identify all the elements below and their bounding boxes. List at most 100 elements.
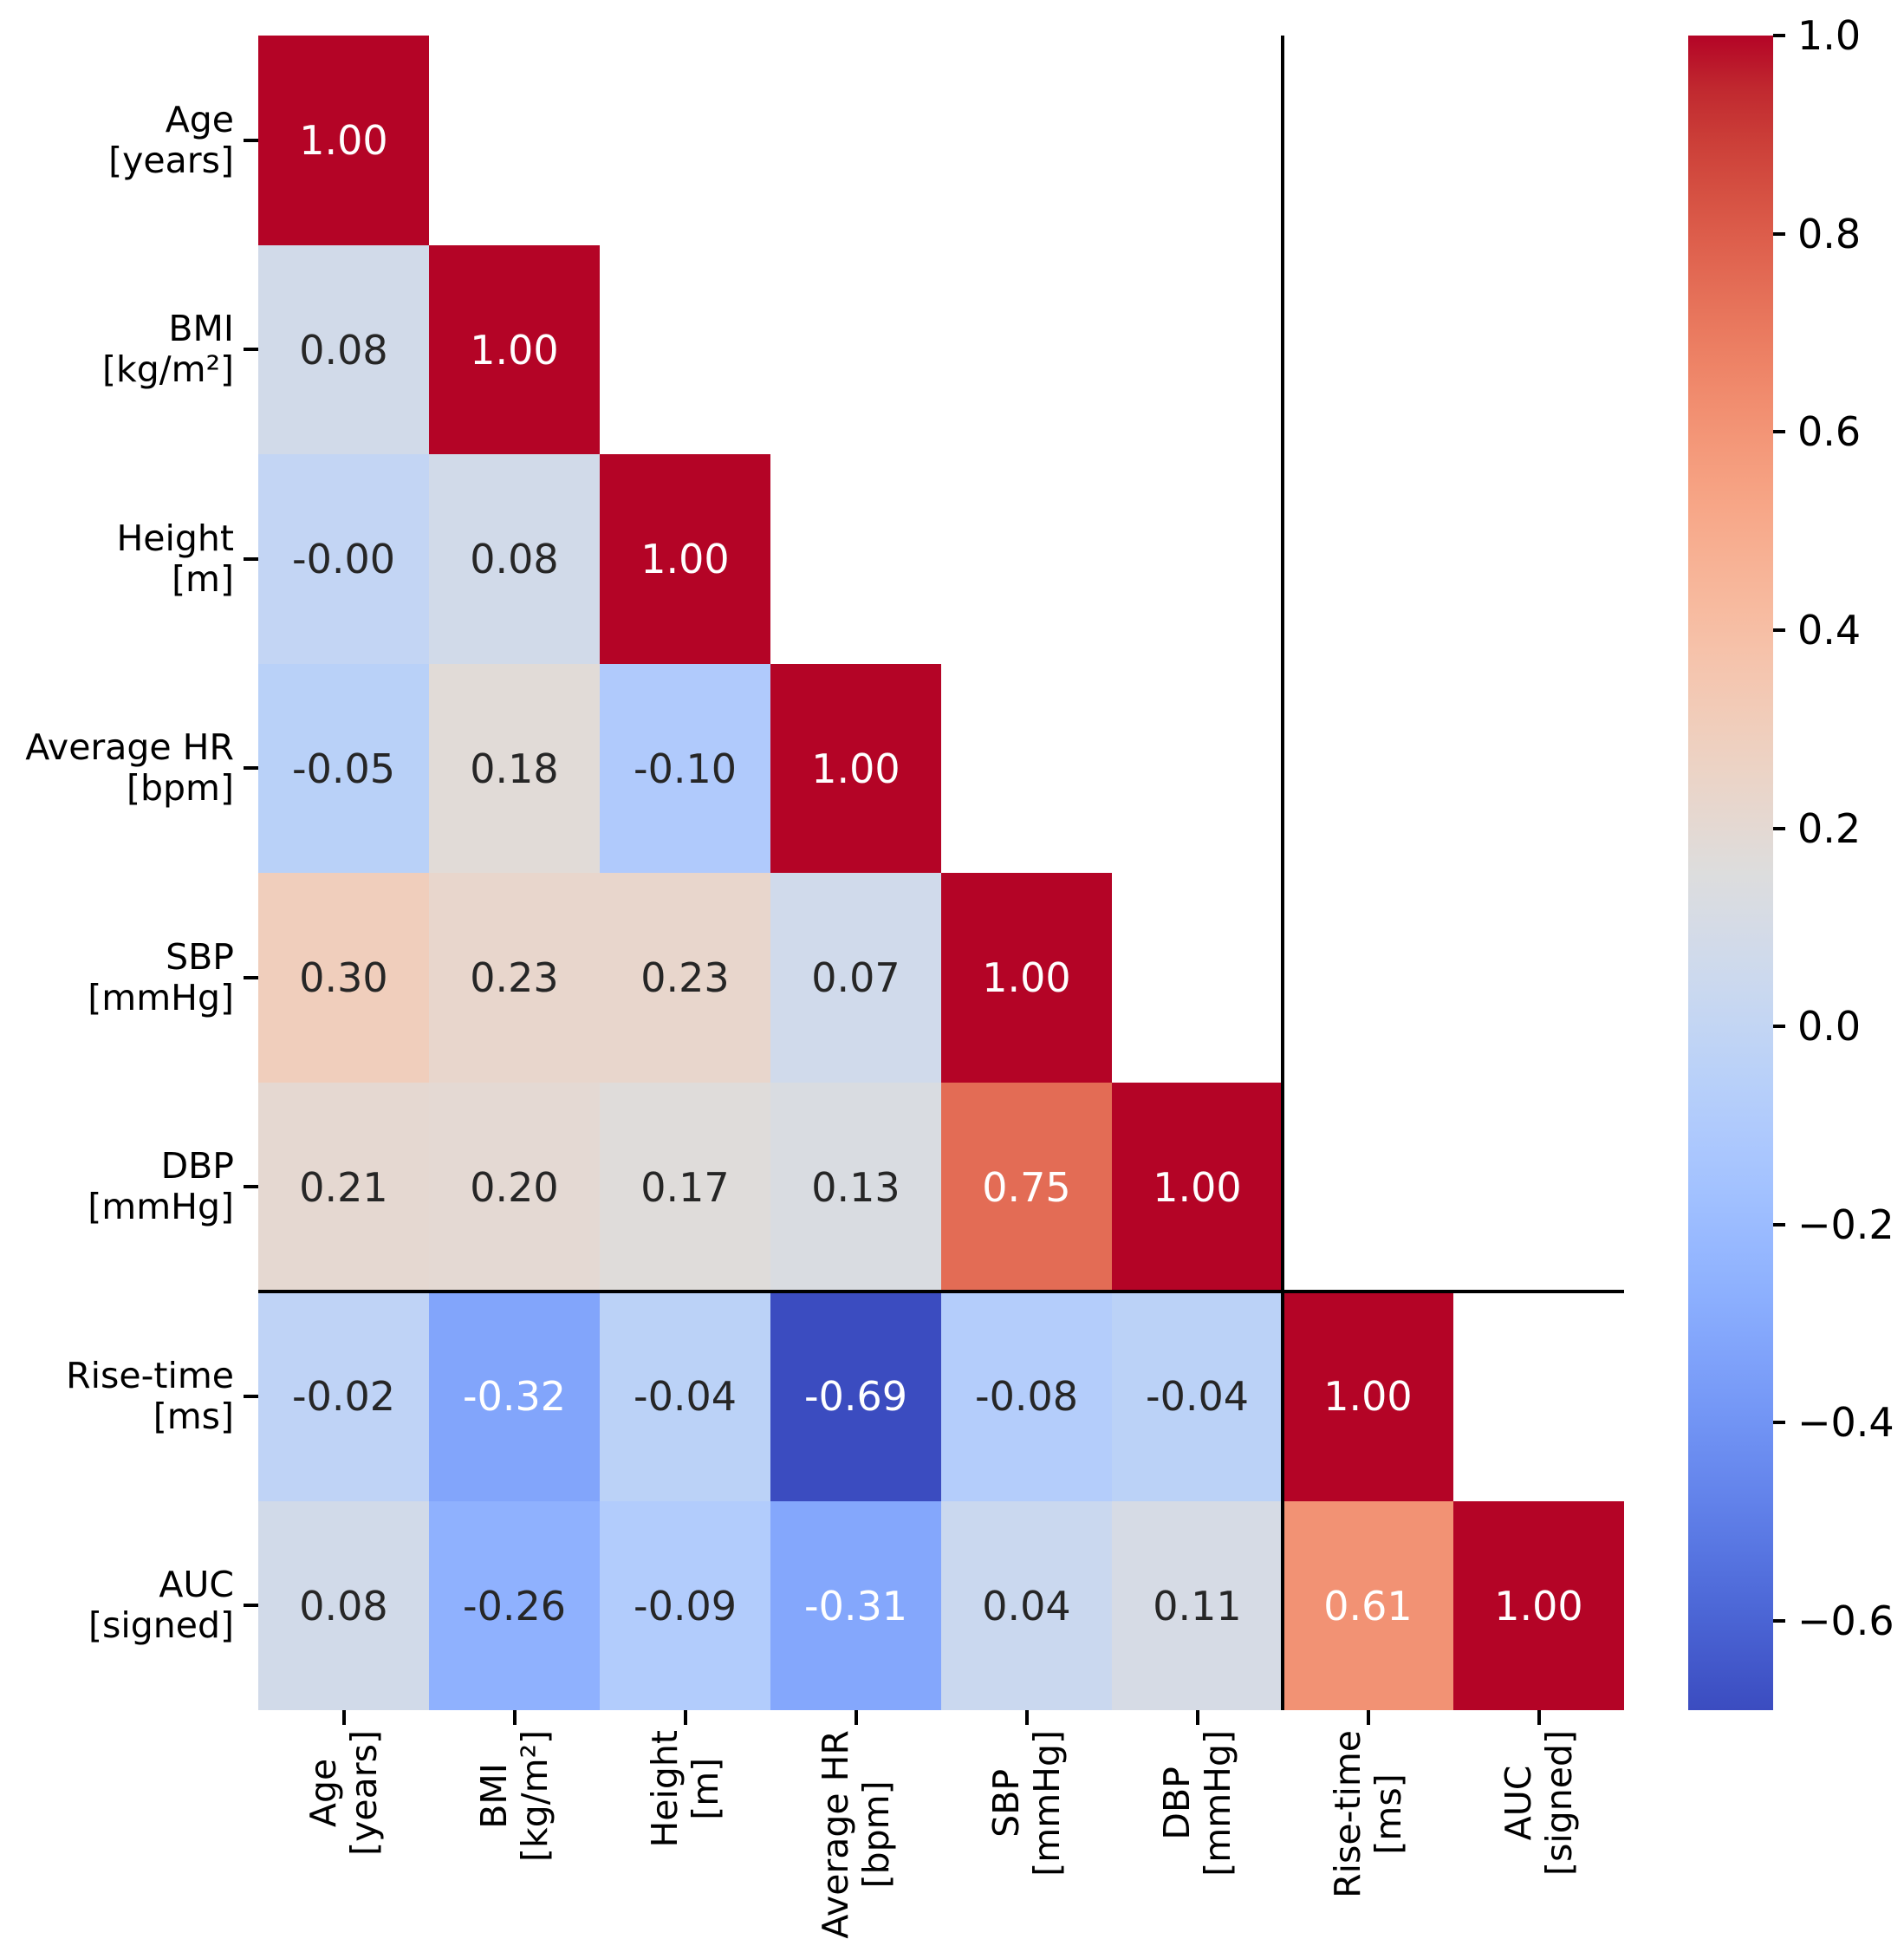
colorbar-tick-label: −0.2 (1797, 1200, 1894, 1248)
cell-value: 0.21 (299, 1163, 388, 1211)
heatmap-cell: -0.02 (258, 1292, 429, 1501)
cell-value: 1.00 (299, 117, 388, 164)
colorbar-tick-label: 0.6 (1797, 408, 1862, 456)
heatmap-cell: -0.05 (258, 664, 429, 873)
y-tick-mark (244, 766, 258, 771)
heatmap-cell: 1.00 (770, 664, 941, 873)
colorbar-tick-mark (1773, 628, 1785, 632)
x-tick-label: Height [m] (643, 1730, 726, 1848)
cell-value: 0.08 (299, 1582, 388, 1630)
y-tick-mark (244, 1604, 258, 1608)
cell-value: -0.04 (1145, 1373, 1250, 1420)
heatmap-cell: 0.30 (258, 873, 429, 1083)
heatmap-cell: 1.00 (941, 873, 1112, 1083)
heatmap-cell: 0.11 (1112, 1501, 1283, 1710)
colorbar-tick-mark (1773, 1222, 1785, 1227)
cell-value: 0.30 (299, 954, 388, 1001)
colorbar-tick-label: 1.0 (1797, 12, 1862, 59)
cell-value: -0.08 (974, 1373, 1079, 1420)
y-tick-label: Height [m] (116, 517, 234, 600)
cell-value: -0.09 (633, 1582, 738, 1630)
x-tick-label: Age [years] (302, 1730, 385, 1856)
colorbar-tick-mark (1773, 1421, 1785, 1425)
x-tick-label: AUC [signed] (1497, 1730, 1580, 1877)
colorbar-tick-mark (1773, 1025, 1785, 1029)
y-tick-label: Age [years] (108, 98, 234, 181)
y-tick-mark (244, 556, 258, 561)
colorbar-tick-label: 0.4 (1797, 606, 1862, 654)
heatmap-cell: 1.00 (1283, 1292, 1453, 1501)
heatmap-plot-area: 1.00 0.08 1.00 -0.00 0.08 1.00 -0.05 0.18 -0.10 1… (258, 36, 1624, 1710)
cell-value: -0.00 (291, 536, 396, 582)
y-tick-label: Average HR [bpm] (25, 726, 234, 810)
colorbar-tick-mark (1773, 430, 1785, 434)
cell-value: 0.13 (811, 1163, 900, 1211)
x-tick-mark (683, 1710, 687, 1725)
cell-value: 0.17 (640, 1163, 730, 1211)
heatmap-cell: 0.18 (429, 664, 600, 873)
cell-value: -0.26 (462, 1582, 567, 1630)
y-tick-mark (244, 138, 258, 142)
heatmap-cell: -0.08 (941, 1292, 1112, 1501)
colorbar-gradient (1688, 36, 1773, 1710)
cell-value: -0.32 (462, 1373, 567, 1420)
y-tick-mark (244, 975, 258, 979)
x-tick-mark (512, 1710, 517, 1725)
y-tick-label: BMI [kg/m²] (102, 308, 234, 391)
colorbar-tick-mark (1773, 826, 1785, 830)
colorbar-tick-label: −0.4 (1797, 1399, 1894, 1447)
heatmap-cell: 0.61 (1283, 1501, 1453, 1710)
y-tick-mark (244, 1185, 258, 1189)
heatmap-cell: 0.04 (941, 1501, 1112, 1710)
colorbar-tick-label: −0.6 (1797, 1597, 1894, 1645)
heatmap-cell: -0.10 (600, 664, 770, 873)
cell-value: 0.20 (470, 1163, 559, 1211)
heatmap-cell: -0.32 (429, 1292, 600, 1501)
heatmap-cell: 0.08 (258, 245, 429, 454)
heatmap-cell: 0.07 (770, 873, 941, 1083)
heatmap-cell: 0.17 (600, 1083, 770, 1292)
heatmap-cell: 1.00 (1453, 1501, 1624, 1710)
cell-value: 0.08 (299, 326, 388, 374)
cell-value: 0.04 (982, 1582, 1071, 1630)
heatmap-cell: 0.08 (258, 1501, 429, 1710)
heatmap-cell: -0.26 (429, 1501, 600, 1710)
heatmap-cell: -0.31 (770, 1501, 941, 1710)
heatmap-cell: 0.13 (770, 1083, 941, 1292)
heatmap-cell: 1.00 (429, 245, 600, 454)
cell-value: 0.18 (470, 745, 559, 792)
cell-value: 0.75 (982, 1163, 1071, 1211)
group-separator-vertical-line (1281, 36, 1284, 1710)
heatmap-cell: 1.00 (600, 454, 770, 664)
colorbar-tick-mark (1773, 231, 1785, 236)
x-tick-mark (341, 1710, 346, 1725)
cell-value: 1.00 (1494, 1582, 1583, 1630)
heatmap-cell: 0.21 (258, 1083, 429, 1292)
x-tick-mark (1024, 1710, 1029, 1725)
cell-value: 1.00 (640, 536, 730, 582)
cell-value: -0.04 (633, 1373, 738, 1420)
heatmap-cell: 0.23 (429, 873, 600, 1083)
heatmap-cell: -0.04 (600, 1292, 770, 1501)
colorbar-tick-label: 0.8 (1797, 210, 1862, 257)
cell-value: 1.00 (1323, 1373, 1413, 1420)
cell-value: 1.00 (982, 954, 1071, 1001)
group-separator-horizontal-line (258, 1290, 1624, 1293)
cell-value: 1.00 (470, 326, 559, 374)
cell-value: -0.02 (291, 1373, 396, 1420)
heatmap-cell: 0.23 (600, 873, 770, 1083)
cell-value: 0.08 (470, 536, 559, 582)
x-tick-mark (1195, 1710, 1199, 1725)
cell-value: 1.00 (811, 745, 900, 792)
y-tick-mark (244, 1394, 258, 1398)
cell-value: -0.69 (803, 1373, 908, 1420)
cell-value: 0.23 (470, 954, 559, 1001)
heatmap-cell: 0.20 (429, 1083, 600, 1292)
y-tick-label: Rise-time [ms] (66, 1354, 234, 1437)
heatmap-cell: -0.09 (600, 1501, 770, 1710)
x-tick-label: Average HR [bpm] (814, 1730, 897, 1939)
x-tick-mark (1366, 1710, 1370, 1725)
y-tick-label: DBP [mmHg] (88, 1145, 234, 1228)
y-tick-label: AUC [signed] (88, 1564, 234, 1647)
